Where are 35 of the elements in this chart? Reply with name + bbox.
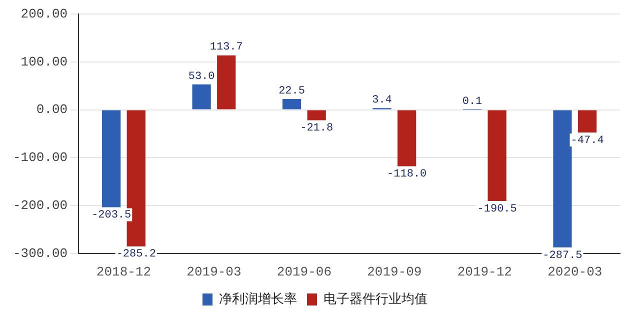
data-label: -118.0 bbox=[387, 168, 427, 181]
bar bbox=[553, 110, 572, 248]
bar bbox=[217, 55, 236, 110]
x-tick-label: 2018-12 bbox=[96, 264, 152, 280]
y-tick-label: 0.00 bbox=[36, 102, 68, 118]
bar bbox=[102, 110, 121, 208]
bar bbox=[398, 110, 416, 166]
bar bbox=[578, 110, 597, 132]
y-tick-label: -200.00 bbox=[13, 198, 68, 213]
y-tick-label: 200.00 bbox=[20, 6, 68, 22]
data-label: -21.8 bbox=[300, 122, 334, 135]
bar bbox=[282, 98, 302, 110]
data-label: 113.7 bbox=[210, 42, 243, 54]
legend-label: 电子器件行业均值 bbox=[324, 292, 428, 307]
x-tick-label: 2019-06 bbox=[276, 264, 332, 280]
y-tick-label: -100.00 bbox=[13, 150, 68, 166]
x-tick-label: 2020-03 bbox=[548, 264, 602, 280]
data-label: -285.2 bbox=[116, 248, 156, 261]
data-label: 22.5 bbox=[278, 85, 305, 98]
bar bbox=[488, 110, 506, 201]
data-label: -47.4 bbox=[570, 134, 604, 147]
data-label: -287.5 bbox=[542, 250, 582, 262]
x-tick-label: 2019-03 bbox=[186, 264, 242, 280]
x-tick-label: 2019-12 bbox=[457, 264, 512, 280]
data-label: 0.1 bbox=[462, 96, 483, 108]
data-label: -203.5 bbox=[92, 210, 132, 222]
legend-label: 净利润增长率 bbox=[219, 290, 297, 307]
y-tick-label: -300.00 bbox=[13, 246, 68, 261]
data-label: 3.4 bbox=[372, 94, 392, 107]
data-label: 53.0 bbox=[188, 70, 215, 83]
bar bbox=[307, 110, 326, 120]
data-label: -190.5 bbox=[477, 203, 517, 216]
bar bbox=[192, 84, 211, 110]
y-tick-label: 100.00 bbox=[20, 54, 68, 70]
x-tick-label: 2019-09 bbox=[367, 264, 422, 280]
